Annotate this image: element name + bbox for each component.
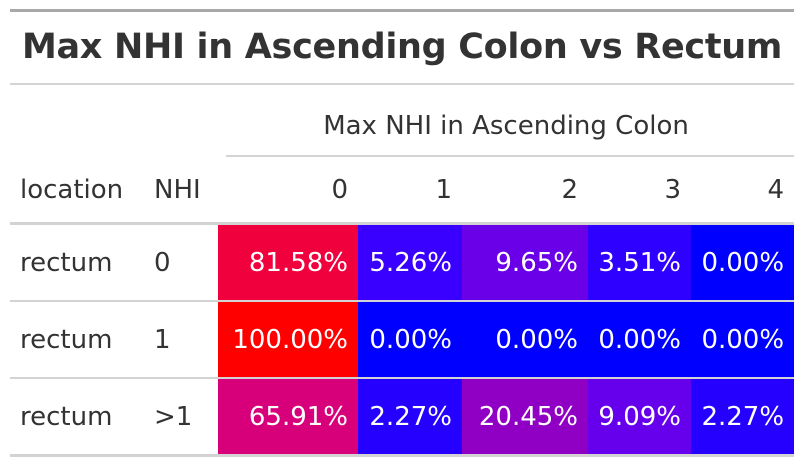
- spanner-row: Max NHI in Ascending Colon: [10, 85, 795, 157]
- heat-cell: 65.91%: [218, 378, 358, 457]
- heat-cell: 3.51%: [588, 223, 691, 302]
- column-header-4: 4: [691, 157, 795, 225]
- column-header-nhi: NHI: [144, 157, 218, 225]
- row-location: rectum: [10, 301, 144, 379]
- heat-cell: 9.65%: [462, 223, 588, 302]
- heat-cell: 100.00%: [218, 301, 358, 379]
- table-row: rectum 1 100.00% 0.00% 0.00% 0.00% 0.00%: [10, 301, 795, 379]
- heat-cell: 20.45%: [462, 378, 588, 457]
- spanner-cell: Max NHI in Ascending Colon: [218, 85, 795, 157]
- heatmap-table: Max NHI in Ascending Colon location NHI …: [10, 85, 795, 457]
- table-row: rectum 0 81.58% 5.26% 9.65% 3.51% 0.00%: [10, 223, 795, 302]
- heat-cell: 5.26%: [358, 223, 462, 302]
- heat-cell: 9.09%: [588, 378, 691, 457]
- row-nhi: >1: [144, 378, 218, 457]
- row-nhi: 1: [144, 301, 218, 379]
- column-header-0: 0: [218, 157, 358, 225]
- column-header-location: location: [10, 157, 144, 225]
- heat-cell: 2.27%: [358, 378, 462, 457]
- column-header-2: 2: [462, 157, 588, 225]
- column-header-row: location NHI 0 1 2 3 4: [10, 157, 795, 225]
- top-rule: [10, 9, 794, 12]
- heat-cell: 2.27%: [691, 378, 795, 457]
- spanner-rule: [226, 155, 795, 157]
- heat-cell: 81.58%: [218, 223, 358, 302]
- column-header-3: 3: [588, 157, 691, 225]
- row-nhi: 0: [144, 223, 218, 302]
- heat-cell: 0.00%: [358, 301, 462, 379]
- spanner-label: Max NHI in Ascending Colon: [323, 111, 689, 141]
- heat-cell: 0.00%: [691, 301, 795, 379]
- title-rule: [10, 83, 794, 85]
- table-row: rectum >1 65.91% 2.27% 20.45% 9.09% 2.27…: [10, 378, 795, 457]
- heat-cell: 0.00%: [588, 301, 691, 379]
- row-location: rectum: [10, 223, 144, 302]
- heat-cell: 0.00%: [462, 301, 588, 379]
- row-location: rectum: [10, 378, 144, 457]
- spanner-stub-blank: [10, 85, 218, 157]
- heat-cell: 0.00%: [691, 223, 795, 302]
- column-header-1: 1: [358, 157, 462, 225]
- table-title: Max NHI in Ascending Colon vs Rectum: [21, 27, 783, 67]
- table-container: Max NHI in Ascending Colon vs Rectum Max…: [10, 9, 795, 457]
